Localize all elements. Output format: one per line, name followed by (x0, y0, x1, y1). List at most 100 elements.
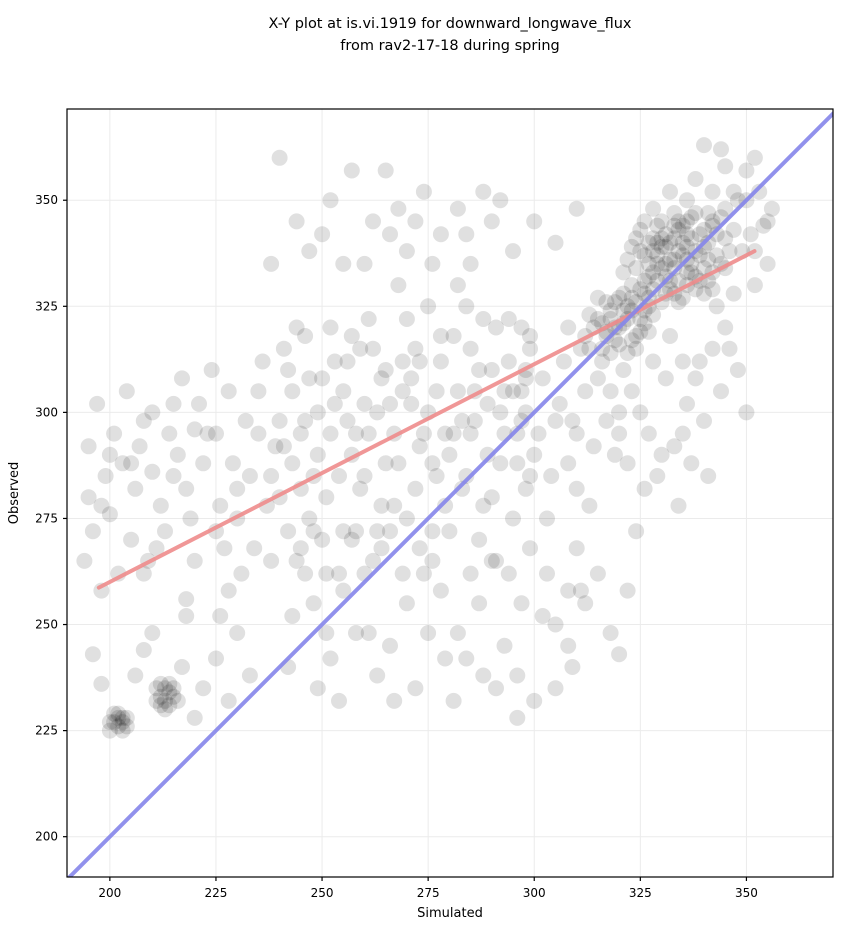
scatter-point (640, 425, 657, 442)
scatter-point (589, 311, 606, 327)
scatter-point (157, 692, 173, 709)
scatter-point (118, 709, 135, 726)
scatter-point (589, 565, 606, 582)
scatter-point (602, 383, 619, 400)
scatter-point (449, 383, 466, 400)
scatter-point (696, 221, 712, 238)
scatter-point (687, 205, 704, 221)
scatter-point (547, 680, 564, 697)
scatter-point (314, 370, 331, 387)
scatter-point (492, 455, 509, 472)
scatter-point (623, 332, 640, 349)
scatter-point (611, 289, 628, 306)
scatter-point (93, 497, 110, 514)
scatter-point (662, 251, 678, 268)
scatter-point (148, 680, 165, 697)
scatter-point (483, 489, 500, 506)
scatter-point (178, 480, 195, 497)
scatter-point (636, 480, 653, 497)
scatter-point (157, 701, 173, 718)
scatter-point (458, 468, 475, 484)
scatter-point (428, 468, 445, 484)
scatter-point (683, 455, 700, 472)
scatter-point (318, 565, 335, 582)
scatter-point (152, 675, 169, 692)
scatter-point (670, 213, 687, 230)
scatter-point (186, 552, 203, 569)
scatter-point (284, 608, 301, 624)
scatter-point (449, 200, 466, 217)
scatter-point (670, 221, 687, 238)
scatter-point (683, 230, 700, 247)
scatter-point (640, 255, 657, 272)
scatter-point (195, 455, 212, 472)
scatter-point (309, 404, 326, 421)
scatter-point (662, 328, 678, 344)
scatter-point (394, 383, 411, 400)
scatter-point (700, 468, 717, 484)
scatter-point (161, 425, 178, 442)
scatter-point (500, 353, 517, 370)
x-tick-label: 300 (523, 886, 546, 900)
scatter-point (101, 446, 118, 463)
x-tick-label: 325 (629, 886, 652, 900)
scatter-point (356, 468, 373, 484)
scatter-point (144, 404, 161, 421)
scatter-point (127, 480, 144, 497)
scatter-point (331, 565, 347, 582)
scatter-point (335, 255, 352, 272)
scatter-point (449, 625, 466, 641)
scatter-point (445, 328, 462, 344)
scatter-point (683, 264, 700, 281)
scatter-point (411, 353, 428, 370)
scatter-point (275, 438, 292, 455)
scatter-point (645, 353, 662, 370)
scatter-point (670, 497, 687, 514)
scatter-point (246, 540, 263, 557)
scatter-point (424, 552, 441, 569)
scatter-point (199, 425, 216, 442)
scatter-point (674, 234, 691, 251)
scatter-point (229, 480, 246, 497)
scatter-point (280, 523, 297, 540)
scatter-point (500, 565, 517, 582)
axes-spines (66, 108, 834, 878)
scatter-point (759, 255, 776, 272)
scatter-point (619, 582, 636, 599)
scatter-point (547, 234, 564, 251)
scatter-point (742, 226, 759, 243)
scatter-point (751, 183, 768, 200)
scatter-point (755, 217, 772, 234)
scatter-point (101, 722, 118, 739)
scatter-point (365, 213, 381, 230)
scatter-point (555, 353, 572, 370)
scatter-point (449, 277, 466, 294)
scatter-point (411, 438, 428, 455)
scatter-point (398, 510, 415, 527)
scatter-point (331, 692, 347, 709)
scatter-point (407, 680, 424, 697)
scatter-point (505, 383, 521, 400)
scatter-point (619, 345, 636, 361)
scatter-point (352, 340, 369, 357)
scatter-point (738, 404, 755, 421)
scatter-point (615, 264, 632, 281)
scatter-point (174, 370, 190, 387)
scatter-point (220, 383, 237, 400)
scatter-point (106, 425, 123, 442)
scatter-point (492, 192, 509, 209)
scatter-point (390, 277, 407, 294)
scatter-point (386, 497, 403, 514)
scatter-point (84, 523, 101, 540)
scatter-point (292, 540, 309, 557)
scatter-point (220, 692, 237, 709)
scatter-point (297, 412, 314, 429)
x-tick-label: 225 (205, 886, 228, 900)
scatter-point (674, 217, 691, 234)
scatter-point (169, 446, 186, 463)
scatter-point (386, 692, 403, 709)
scatter-point (89, 395, 106, 412)
gridlines (67, 109, 833, 877)
scatter-point (628, 328, 645, 344)
scatter-point (666, 217, 683, 234)
